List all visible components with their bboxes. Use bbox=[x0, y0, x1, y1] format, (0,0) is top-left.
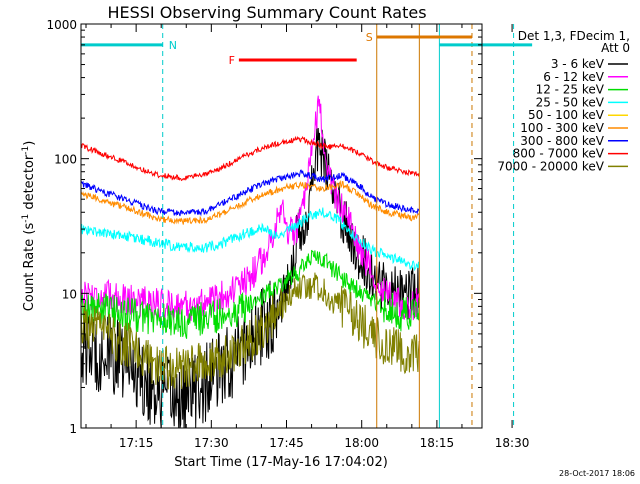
y-label-mid: detector bbox=[22, 154, 37, 214]
axes-frame bbox=[80, 23, 483, 429]
annotation-layer: N F S bbox=[81, 24, 533, 428]
series-line-7000to20000keV-seg0 bbox=[81, 272, 420, 390]
x-axis-ticks: 17:15 17:30 17:45 18:00 18:15 18:30 bbox=[85, 24, 530, 450]
x-axis-label: Start Time (17-May-16 17:04:02) bbox=[174, 455, 388, 470]
x-tick-label-5: 18:30 bbox=[495, 436, 530, 450]
x-tick-label-0: 17:15 bbox=[119, 436, 154, 450]
y-label-base: Count Rate (s bbox=[22, 223, 37, 312]
y-label-exponent-1: -1 bbox=[21, 214, 31, 223]
series-line-6to12keV-seg0 bbox=[81, 95, 420, 323]
series-line-300to800keV-seg0 bbox=[81, 169, 420, 217]
legend-header-line-1: Det 1,3, FDecim 1, bbox=[518, 29, 630, 43]
y-tick-label-2: 100 bbox=[54, 153, 77, 167]
x-tick-label-1: 17:30 bbox=[194, 436, 229, 450]
flag-label-n: N bbox=[169, 39, 177, 52]
legend-label-1: 6 - 12 keV bbox=[543, 70, 605, 84]
legend-label-7: 800 - 7000 keV bbox=[513, 147, 605, 161]
footer-timestamp: 28-Oct-2017 18:06 bbox=[559, 469, 635, 478]
series-line-100to300keV-seg0 bbox=[81, 179, 420, 225]
x-tick-label-3: 18:00 bbox=[344, 436, 379, 450]
series-line-25to50keV-seg0 bbox=[81, 207, 420, 272]
y-tick-label-3: 1000 bbox=[46, 18, 77, 32]
flag-label-f: F bbox=[229, 54, 235, 67]
y-axis-label: Count Rate (s-1 detector-1) bbox=[21, 141, 37, 312]
x-tick-label-4: 18:15 bbox=[420, 436, 455, 450]
y-axis-ticks: 1 10 100 1000 bbox=[46, 18, 482, 436]
chart-title: HESSI Observing Summary Count Rates bbox=[107, 3, 426, 22]
y-label-end: ) bbox=[22, 141, 37, 146]
y-tick-label-1: 10 bbox=[62, 287, 77, 301]
legend-label-8: 7000 - 20000 keV bbox=[497, 159, 604, 173]
legend-label-5: 100 - 300 keV bbox=[520, 121, 604, 135]
y-label-exponent-2: -1 bbox=[21, 146, 31, 155]
series-line-800to7000keV-seg0 bbox=[81, 135, 420, 182]
series-line-12to25keV-seg0 bbox=[81, 249, 420, 339]
y-tick-label-0: 1 bbox=[69, 422, 77, 436]
x-tick-label-2: 17:45 bbox=[269, 436, 304, 450]
legend-label-4: 50 - 100 keV bbox=[528, 108, 605, 122]
legend-label-0: 3 - 6 keV bbox=[551, 57, 605, 71]
flag-label-s: S bbox=[366, 31, 373, 44]
plot-area: N F S 17:15 17:30 17:45 18:00 18:15 18:30 1 10 10… bbox=[46, 18, 533, 450]
legend-label-3: 25 - 50 keV bbox=[536, 95, 605, 109]
series-layer bbox=[81, 95, 420, 428]
legend-label-6: 300 - 800 keV bbox=[520, 134, 604, 148]
legend-header-line-2: Att 0 bbox=[601, 41, 630, 55]
legend-label-2: 12 - 25 keV bbox=[536, 83, 605, 97]
